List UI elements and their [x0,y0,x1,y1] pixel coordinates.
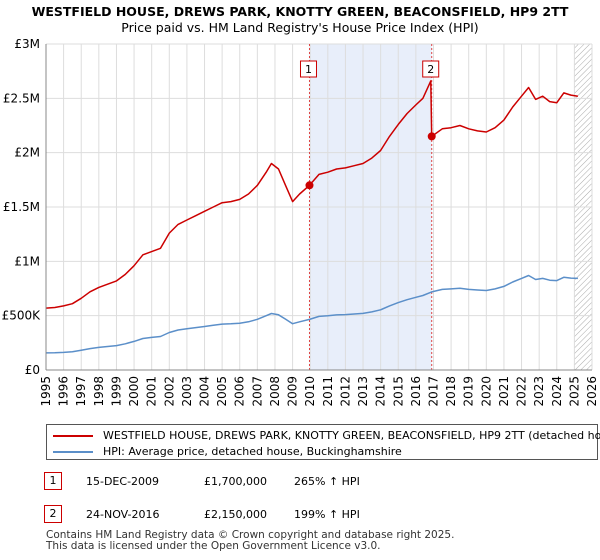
x-tick-label: 2009 [286,376,300,407]
legend: WESTFIELD HOUSE, DREWS PARK, KNOTTY GREE… [46,424,600,460]
legend-label-property: WESTFIELD HOUSE, DREWS PARK, KNOTTY GREE… [103,429,600,442]
x-tick-label: 1997 [74,376,88,407]
x-tick-label: 2008 [268,376,282,407]
x-tick-label: 2003 [180,376,194,407]
sale-price: £2,150,000 [204,508,267,521]
sale-number: 1 [44,472,62,490]
sale-hpi-change: 199% ↑ HPI [294,508,360,521]
x-tick-label: 2026 [585,376,599,407]
x-tick-label: 2021 [497,376,511,407]
footer-copyright: Contains HM Land Registry data © Crown c… [46,529,455,541]
sale-1-label: 1 [305,63,312,76]
legend-swatch-hpi [53,451,93,453]
x-tick-label: 2016 [409,376,423,407]
x-tick-label: 2015 [391,376,405,407]
x-tick-label: 1996 [57,376,71,407]
y-tick-label: £1M [14,254,40,268]
sale-number: 2 [44,505,62,523]
x-tick-label: 2002 [162,376,176,407]
x-tick-label: 1995 [39,376,53,407]
sale-price: £1,700,000 [204,475,267,488]
x-tick-label: 2023 [532,376,546,407]
legend-swatch-property [53,435,93,437]
y-tick-label: £2M [14,146,40,160]
sale-hpi-change: 265% ↑ HPI [294,475,360,488]
hpi-line [45,274,578,354]
x-tick-label: 2000 [127,376,141,407]
legend-label-hpi: HPI: Average price, detached house, Buck… [103,445,402,458]
sale-1-point [305,181,314,190]
x-tick-label: 2018 [444,376,458,407]
y-tick-label: £2.5M [3,91,40,105]
x-tick-label: 2012 [338,376,352,407]
x-tick-label: 2010 [303,376,317,407]
y-tick-label: £1.5M [3,200,40,214]
x-tick-label: 2006 [233,376,247,407]
x-tick-label: 2007 [250,376,264,407]
x-tick-label: 2024 [550,376,564,407]
y-tick-label: £0 [25,363,40,377]
x-tick-label: 2017 [426,376,440,407]
sale-2-label-box [422,60,440,78]
x-tick-label: 2022 [515,376,529,407]
chart-subtitle: Price paid vs. HM Land Registry's House … [121,20,479,35]
property-price-line [45,80,579,309]
x-tick-label: 1998 [92,376,106,407]
sale-2-label: 2 [427,63,434,76]
y-tick-label: £3M [14,37,40,51]
x-tick-label: 2019 [462,376,476,407]
footer-licence: This data is licensed under the Open Gov… [46,540,381,552]
x-tick-label: 2025 [567,376,581,407]
chart-title: WESTFIELD HOUSE, DREWS PARK, KNOTTY GREE… [31,4,569,19]
sale-2-point [427,132,436,141]
x-tick-label: 2014 [374,376,388,407]
sale-date: 15-DEC-2009 [86,475,160,488]
footer: Contains HM Land Registry data © Crown c… [46,530,454,552]
y-tick-label: £500K [2,309,42,323]
x-tick-label: 2005 [215,376,229,407]
sale-date: 24-NOV-2016 [86,508,160,521]
x-tick-label: 2020 [479,376,493,407]
sale-1-label-box [299,60,317,78]
x-tick-label: 2004 [198,376,212,407]
x-tick-label: 2011 [321,376,335,407]
x-tick-label: 1999 [109,376,123,407]
x-tick-label: 2013 [356,376,370,407]
x-tick-label: 2001 [145,376,159,407]
